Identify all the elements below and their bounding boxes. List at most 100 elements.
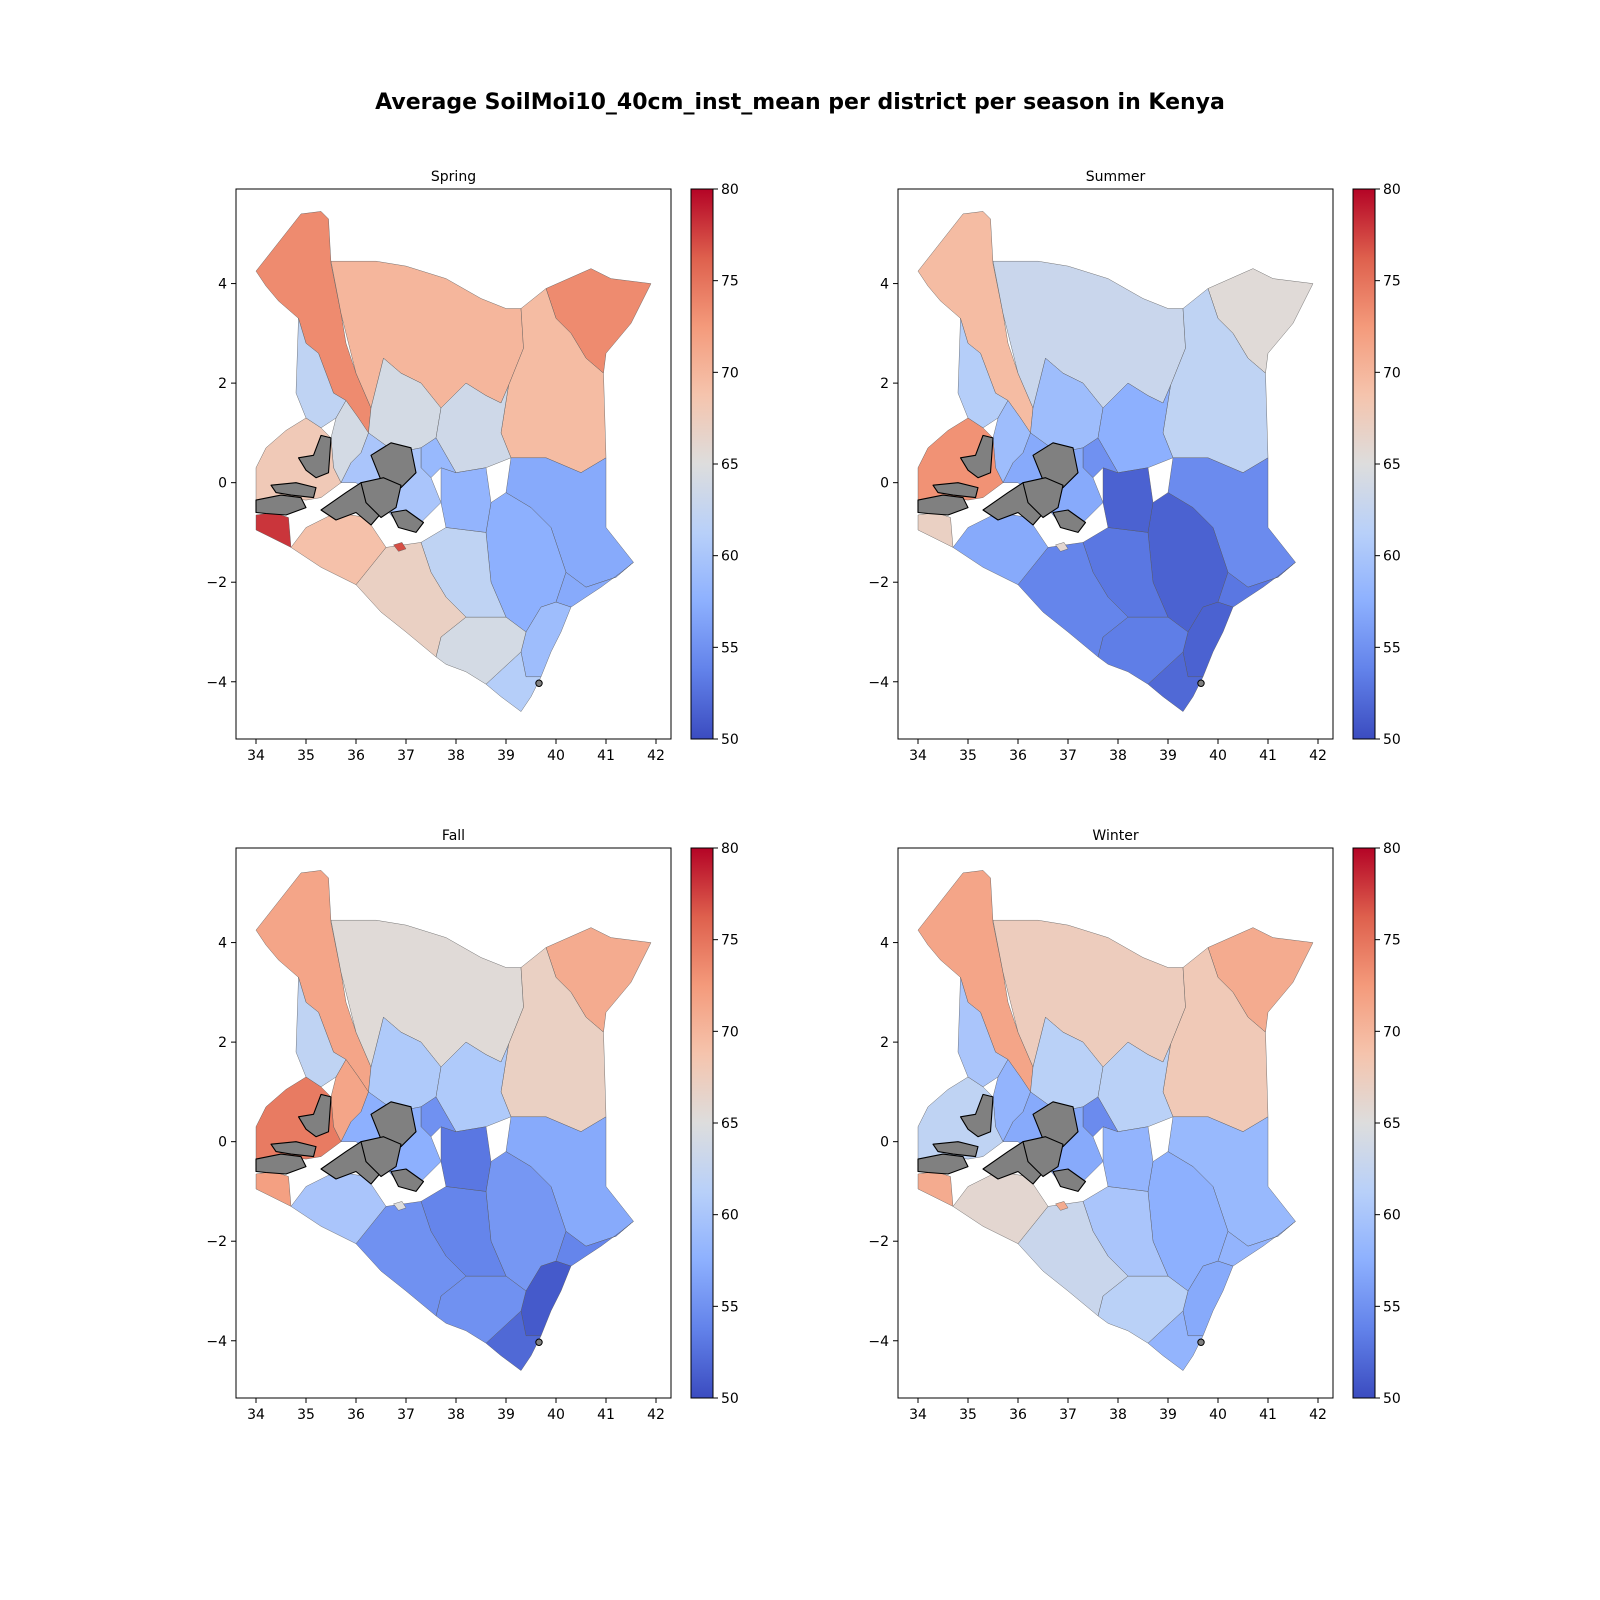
- no-data-district-1: [255, 1153, 307, 1175]
- x-tick-label: 42: [1309, 1407, 1327, 1423]
- y-tick-label: 2: [880, 1035, 889, 1051]
- district-small: [1055, 542, 1069, 552]
- district-kwale: [1147, 1310, 1204, 1371]
- y-tick-label: 4: [880, 936, 889, 952]
- y-tick-label: −4: [206, 675, 227, 691]
- x-tick-label: 39: [497, 1407, 515, 1423]
- district-small: [393, 542, 407, 552]
- no-data-district-7: [1052, 1168, 1087, 1192]
- no-data-district-6: [360, 477, 402, 519]
- x-tick-label: 40: [547, 1407, 565, 1423]
- panel-title-winter: Winter: [1092, 828, 1138, 844]
- no-data-district-2: [270, 1141, 317, 1158]
- panel-title-fall: Fall: [442, 828, 465, 844]
- colorbar: [690, 188, 714, 740]
- district-kajiado: [355, 1201, 467, 1317]
- district-narok: [290, 512, 387, 585]
- no-data-district-7: [1052, 509, 1087, 533]
- colorbar-tick-label: 80: [1383, 182, 1401, 198]
- no-data-district-6: [1022, 477, 1064, 519]
- x-tick-label: 40: [1209, 1407, 1227, 1423]
- district-southwest: [255, 512, 292, 548]
- x-tick-label: 42: [1309, 748, 1327, 764]
- x-tick-label: 34: [909, 748, 927, 764]
- y-tick-label: −4: [868, 675, 889, 691]
- colorbar-tick-label: 60: [721, 549, 739, 565]
- x-tick-label: 41: [597, 1407, 615, 1423]
- x-tick-label: 36: [347, 1407, 365, 1423]
- colorbar-tick-label: 60: [1383, 549, 1401, 565]
- y-tick-label: −4: [868, 1334, 889, 1350]
- x-tick-label: 35: [959, 1407, 977, 1423]
- y-tick-label: −4: [206, 1334, 227, 1350]
- x-tick-label: 40: [547, 748, 565, 764]
- colorbar-tick-label: 60: [1383, 1208, 1401, 1224]
- no-data-district-3: [959, 434, 994, 479]
- district-narok: [952, 512, 1049, 585]
- mombasa-marker: [535, 1338, 543, 1346]
- district-narok: [290, 1171, 387, 1244]
- panel-title-summer: Summer: [1086, 169, 1146, 185]
- no-data-district-2: [932, 482, 979, 499]
- x-tick-label: 42: [647, 1407, 665, 1423]
- district-kajiado: [1017, 542, 1129, 658]
- y-tick-label: 2: [218, 376, 227, 392]
- y-tick-label: −2: [868, 1234, 889, 1250]
- no-data-district-3: [297, 1093, 332, 1138]
- mombasa-marker: [1197, 1338, 1205, 1346]
- x-tick-label: 38: [447, 1407, 465, 1423]
- colorbar-tick-label: 65: [721, 457, 739, 473]
- figure-title: Average SoilMoi10_40cm_inst_mean per dis…: [375, 90, 1225, 115]
- no-data-district-7: [390, 1168, 425, 1192]
- panel-title-spring: Spring: [431, 169, 476, 185]
- colorbar-tick-label: 70: [1383, 365, 1401, 381]
- y-tick-label: 4: [880, 277, 889, 293]
- x-tick-label: 36: [1009, 1407, 1027, 1423]
- district-kajiado: [1017, 1201, 1129, 1317]
- colorbar-tick-label: 70: [721, 1024, 739, 1040]
- x-tick-label: 39: [1159, 1407, 1177, 1423]
- district-small: [393, 1201, 407, 1211]
- colorbar-tick-label: 65: [1383, 1116, 1401, 1132]
- x-tick-label: 35: [297, 1407, 315, 1423]
- x-tick-label: 34: [247, 1407, 265, 1423]
- x-tick-label: 37: [397, 1407, 415, 1423]
- x-tick-label: 37: [1059, 1407, 1077, 1423]
- colorbar-tick-label: 55: [721, 1299, 739, 1315]
- colorbar-tick-label: 55: [721, 640, 739, 656]
- colorbar-tick-label: 50: [1383, 732, 1401, 748]
- colorbar-tick-label: 80: [1383, 841, 1401, 857]
- no-data-district-1: [255, 494, 307, 516]
- x-tick-label: 35: [959, 748, 977, 764]
- district-southwest: [917, 1171, 954, 1207]
- x-tick-label: 38: [1109, 748, 1127, 764]
- x-tick-label: 41: [1259, 748, 1277, 764]
- x-tick-label: 39: [1159, 748, 1177, 764]
- no-data-district-6: [1022, 1136, 1064, 1178]
- x-tick-label: 42: [647, 748, 665, 764]
- x-tick-label: 37: [397, 748, 415, 764]
- no-data-district-1: [917, 494, 969, 516]
- y-tick-label: −2: [206, 1234, 227, 1250]
- x-tick-label: 36: [1009, 748, 1027, 764]
- y-tick-label: 4: [218, 277, 227, 293]
- no-data-district-2: [270, 482, 317, 499]
- no-data-district-3: [297, 434, 332, 479]
- no-data-district-7: [390, 509, 425, 533]
- no-data-district-6: [360, 1136, 402, 1178]
- colorbar-tick-label: 75: [721, 274, 739, 290]
- colorbar-tick-label: 65: [721, 1116, 739, 1132]
- colorbar-tick-label: 80: [721, 841, 739, 857]
- colorbar-tick-label: 70: [721, 365, 739, 381]
- y-tick-label: 0: [880, 1135, 889, 1151]
- x-tick-label: 38: [447, 748, 465, 764]
- colorbar-tick-label: 75: [721, 933, 739, 949]
- x-tick-label: 36: [347, 748, 365, 764]
- x-tick-label: 34: [247, 748, 265, 764]
- district-narok: [952, 1171, 1049, 1244]
- no-data-district-1: [917, 1153, 969, 1175]
- colorbar: [690, 847, 714, 1399]
